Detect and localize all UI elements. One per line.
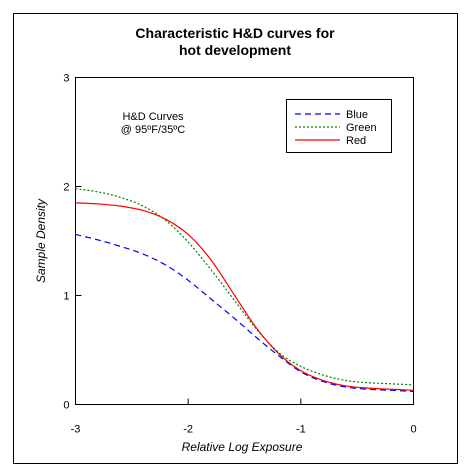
legend-label-red: Red: [346, 135, 366, 147]
plot-area-frame: [75, 77, 414, 405]
legend-box: [286, 99, 392, 153]
legend-label-green: Green: [346, 122, 377, 134]
figure-border: [13, 13, 458, 464]
y-tick-label: 2: [63, 182, 69, 194]
x-tick-label: 0: [410, 424, 416, 436]
series-line-green: [75, 188, 414, 386]
legend-label-blue: Blue: [346, 109, 368, 121]
y-tick-label: 3: [63, 73, 69, 85]
series-lines: [75, 188, 414, 393]
x-tick-label: -1: [296, 424, 306, 436]
axis-tick-labels: -3 -2 -1 0 0 1 2 3: [63, 73, 416, 436]
chart-title-line-1: Characteristic H&D curves for: [135, 25, 335, 41]
axis-ticks: [75, 77, 414, 405]
y-axis-label: Sample Density: [34, 198, 48, 283]
series-line-red: [75, 202, 414, 391]
y-tick-label: 0: [63, 400, 69, 412]
annotation-line-1: H&D Curves: [122, 111, 184, 123]
chart-title-line-2: hot development: [179, 42, 291, 58]
annotation-line-2: @ 95ºF/35ºC: [121, 124, 186, 136]
x-axis-label: Relative Log Exposure: [182, 440, 303, 454]
y-tick-label: 1: [63, 291, 69, 303]
x-tick-label: -2: [183, 424, 193, 436]
x-tick-label: -3: [71, 424, 81, 436]
